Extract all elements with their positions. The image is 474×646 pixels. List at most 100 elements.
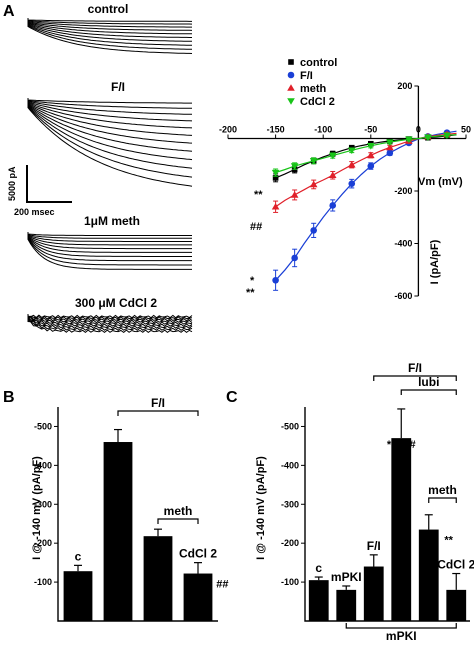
iv-point-3-0	[271, 169, 280, 177]
trace-line-3-1	[27, 314, 193, 320]
iv-annotation-asterisk-fi: *	[250, 275, 255, 287]
iv-xtick-label-5: 50	[461, 125, 471, 135]
iv-point-3-16	[424, 134, 432, 141]
bar-b-ytick-label-0: -100	[34, 577, 52, 587]
trace-label-cdcl2: 300 μM CdCl 2	[75, 296, 157, 310]
iv-point-0-0	[272, 175, 279, 181]
legend-label-3: CdCl 2	[300, 96, 335, 108]
bar-c-ytick-label-0: -100	[281, 577, 299, 587]
bar-c-bar-0	[308, 580, 329, 621]
trace-line-2-7	[27, 236, 192, 262]
trace-line-1-4	[27, 100, 193, 129]
iv-point-3-6	[328, 152, 337, 160]
iv-point-2-0	[271, 202, 280, 210]
trace-line-3-3	[27, 315, 193, 324]
iv-point-2-6	[328, 171, 337, 179]
trace-line-1-6	[27, 102, 193, 144]
trace-line-1-1	[27, 98, 192, 109]
trace-line-0-6	[27, 22, 192, 42]
iv-annotation-double-asterisk-fi: **	[246, 287, 255, 299]
bar-b-bar-0	[63, 571, 93, 621]
bar-b-bracket-0	[117, 410, 199, 416]
trace-family-fi	[27, 98, 193, 187]
iv-series-0	[272, 133, 457, 183]
bar-b-ytick-label-2: -300	[34, 499, 52, 509]
iv-point-2-4	[309, 180, 318, 188]
bar-c-bracket-label-2: meth	[428, 483, 457, 497]
trace-line-2-9	[27, 237, 192, 270]
iv-series-3	[271, 132, 457, 177]
trace-line-2-5	[27, 235, 192, 253]
iv-point-2-2	[290, 191, 299, 198]
bar-b-bracket-label-0: F/I	[151, 396, 165, 410]
bar-chart-c: I @ -140 mV (pA/pF) -100 -200 -300 -400 -500…	[255, 361, 474, 643]
bar-c-bar-label-0: c	[315, 561, 322, 575]
iv-xtick-label-3: -50	[364, 125, 377, 135]
iv-ylabel: I (pA/pF)	[429, 239, 441, 284]
trace-line-2-2	[27, 233, 192, 242]
trace-line-3-5	[27, 315, 193, 328]
iv-point-3-18	[443, 132, 451, 140]
bar-b-significance-1: * # **	[105, 443, 131, 455]
iv-xtick-label-1: -150	[267, 125, 285, 135]
bar-c-bar-label-1: mPKI	[331, 570, 362, 584]
iv-annotation-hash-meth: ##	[250, 221, 262, 233]
bar-c-bracket-label-0: F/I	[408, 361, 422, 375]
trace-line-2-3	[27, 233, 192, 246]
iv-point-1-12	[386, 149, 394, 157]
legend-marker-3	[287, 98, 295, 105]
trace-line-1-3	[27, 100, 193, 122]
bar-c-bracket-label-1: lubi	[418, 375, 439, 389]
trace-line-2-6	[27, 235, 192, 257]
iv-annotation-double-asterisk-control: **	[254, 189, 263, 201]
bar-c-significance-4: **	[444, 535, 453, 547]
trace-line-3-7	[27, 317, 193, 331]
trace-line-0-2	[27, 19, 192, 28]
trace-line-3-0	[27, 314, 193, 319]
iv-point-2-10	[367, 151, 375, 159]
trace-line-0-5	[27, 21, 192, 38]
trace-line-1-8	[27, 103, 193, 161]
iv-point-1-8	[348, 180, 356, 187]
iv-ytick-label-1: -400	[394, 239, 412, 249]
trace-line-2-0	[27, 232, 192, 236]
trace-line-0-8	[27, 23, 192, 50]
bar-c-ytick-label-4: -500	[281, 421, 299, 431]
iv-point-3-8	[347, 147, 356, 155]
iv-ytick-label-0: -600	[394, 291, 412, 301]
bar-c-bracket-label-3: mPKI	[386, 629, 417, 643]
legend-marker-2	[287, 84, 295, 91]
bar-c-ytick-label-1: -200	[281, 538, 299, 548]
bar-b-ytick-label-3: -400	[34, 460, 52, 470]
bar-c-bar-label-5: CdCl 2	[437, 558, 474, 572]
bar-c-bar-4	[418, 529, 439, 621]
trace-line-0-3	[27, 20, 193, 31]
trace-label-fi: F/I	[111, 80, 125, 94]
iv-point-1-0	[272, 276, 279, 284]
bar-b-bar-1	[103, 442, 133, 621]
trace-line-3-2	[27, 315, 193, 322]
iv-point-3-10	[367, 143, 375, 150]
trace-line-1-10	[27, 105, 193, 178]
bar-c-bar-1	[336, 589, 357, 621]
scale-bar-time: 200 msec	[14, 207, 55, 217]
legend-label-1: F/I	[300, 70, 313, 82]
iv-series	[271, 129, 457, 291]
iv-xtick-label-2: -100	[314, 125, 332, 135]
trace-line-3-8	[27, 318, 193, 334]
iv-ytick-label-2: -200	[394, 186, 412, 196]
trace-line-2-4	[27, 234, 192, 250]
bar-b-ylabel: I @ -140 mV (pA/pF)	[31, 456, 43, 560]
trace-family-control	[27, 18, 193, 54]
iv-xlabel: Vm (mV)	[418, 176, 463, 188]
bar-c-bracket-2	[428, 497, 457, 503]
panel-b-label: B	[3, 389, 15, 406]
iv-point-1-4	[310, 227, 317, 234]
bar-b-bar-2	[143, 536, 173, 621]
trace-line-1-11	[27, 105, 193, 187]
trace-cdcl2: 300 μM CdCl 2	[27, 296, 193, 334]
legend-label-0: control	[300, 57, 337, 69]
iv-point-3-4	[309, 158, 318, 165]
